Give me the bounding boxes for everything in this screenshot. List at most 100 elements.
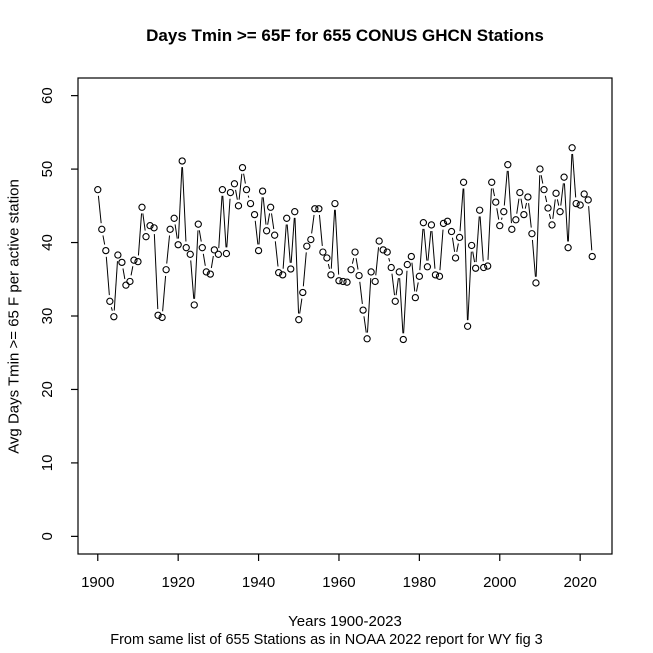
data-point [524,193,532,201]
data-point [230,180,239,188]
series-segment [351,258,355,264]
data-point [170,214,178,222]
series-segment [487,188,492,260]
data-point [335,277,343,285]
data-point [258,187,267,195]
series-segment [282,224,287,269]
data-point [431,271,440,279]
data-point [532,279,540,287]
series-segment [451,237,456,252]
data-point [118,258,126,267]
data-point [327,271,335,279]
series-segment [567,153,573,242]
data-point [443,217,452,225]
data-point [455,233,464,242]
series-segment [105,256,110,296]
data-point [279,271,287,279]
data-point [246,199,255,208]
x-tick-label: 1940 [242,574,275,591]
data-point [182,244,190,252]
data-point [435,272,444,280]
x-tick-label: 2000 [483,574,516,591]
data-point [415,272,424,280]
series-segment [286,224,291,263]
series-segment [162,275,167,312]
data-point [303,242,311,250]
series-segment [247,195,250,198]
series-segment [302,252,307,287]
data-point [347,266,355,274]
data-point [234,202,243,210]
data-point [291,208,299,216]
series-segment [363,316,367,333]
data-point [190,301,198,309]
series-segment [327,263,330,269]
series-segment [528,203,532,228]
data-point [371,277,379,286]
data-point [262,227,271,235]
source-caption: From same list of 655 Stations as in NOA… [110,632,543,648]
series-segment [423,228,428,261]
series-segment [524,202,528,209]
series-segment [142,213,146,231]
series-segment [388,257,391,262]
data-point [512,216,520,224]
data-point [367,268,375,276]
data-point [206,270,214,278]
series-segment [535,175,541,277]
series-segment [174,224,178,239]
data-point [492,198,500,206]
data-point [355,271,363,280]
series-segment [262,197,267,225]
series-segment [366,278,372,333]
series-segment [427,231,432,261]
series-segment [122,268,126,280]
data-point [275,269,283,277]
plot-box [77,77,613,555]
data-point [134,257,142,266]
data-point [142,233,150,241]
series-segment [226,198,231,248]
series-segment [403,270,408,334]
data-point [311,205,319,213]
series-segment [355,258,359,270]
series-segment [294,217,300,314]
x-tick-label: 1900 [81,574,114,591]
series-segment [274,241,279,267]
x-tick-label: 2020 [563,574,596,591]
series-segment [416,282,419,292]
data-point [238,163,247,172]
series-segment [399,278,404,334]
data-point [110,313,118,321]
series-segment [181,167,187,242]
data-point [102,246,110,255]
data-point [564,244,572,252]
series-segment [588,206,593,251]
data-point [295,316,303,324]
series-segment [516,198,520,214]
series-segment [531,239,536,277]
data-point [391,297,399,305]
data-point [419,219,428,227]
y-tick-label: 40 [39,234,56,251]
chart-title: Days Tmin >= 65F for 655 CONUS GHCN Stat… [146,26,544,45]
data-point [271,231,279,239]
data-point [588,252,596,261]
data-point [94,186,102,194]
data-point [202,268,210,276]
series-segment [130,266,134,276]
series-segment [391,273,396,296]
data-point [576,201,584,209]
data-point [540,186,548,194]
series-segment [492,188,496,197]
series-segment [540,175,544,184]
series-segment [467,251,472,321]
series-segment [556,199,560,206]
series-segment [311,214,315,234]
data-point [516,188,524,197]
data-point [323,254,331,262]
series-segment [548,213,552,219]
data-point [343,278,351,286]
data-point [283,214,291,222]
data-point [210,246,219,254]
